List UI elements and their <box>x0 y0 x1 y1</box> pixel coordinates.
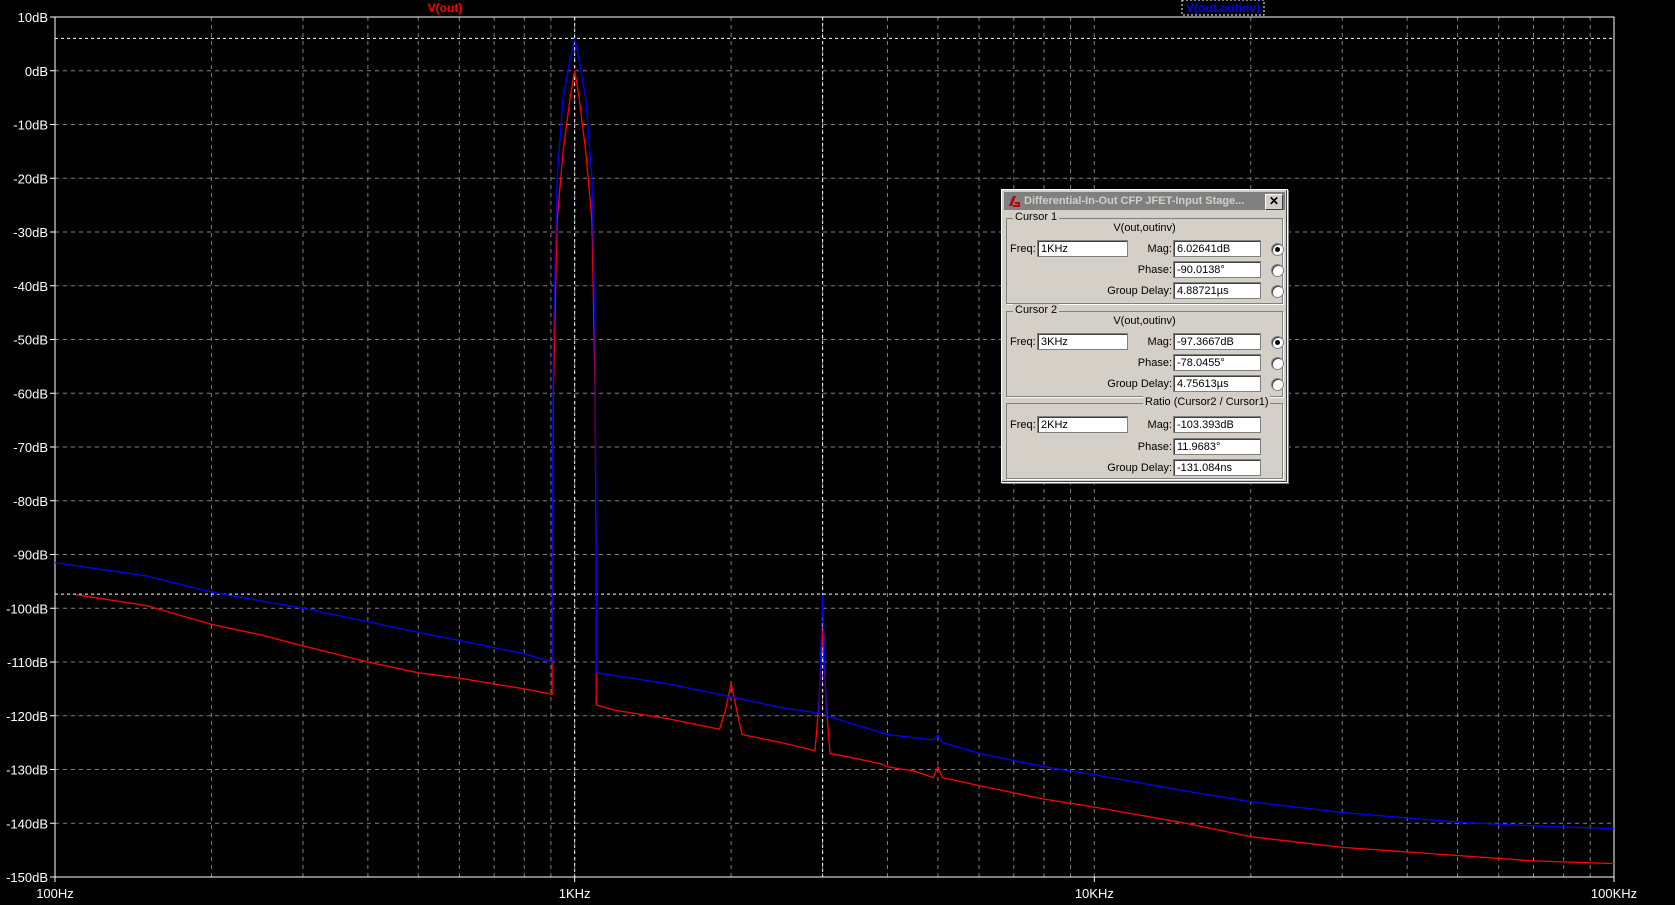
ratio-gd-field[interactable]: -131.084ns <box>1173 459 1261 476</box>
cursor2-phase-label: Phase: <box>1137 357 1172 369</box>
y-tick-label: -130dB <box>6 763 48 778</box>
x-tick-label: 100KHz <box>1591 886 1637 901</box>
ltspice-logo-icon <box>1009 196 1020 207</box>
cursor1-gd-field[interactable]: 4.88721µs <box>1173 282 1261 299</box>
cursor1-mag-field[interactable]: 6.02641dB <box>1173 240 1261 257</box>
y-tick-label: -10dB <box>13 118 48 133</box>
y-tick-label: -70dB <box>13 440 48 455</box>
cursor2-gd-field[interactable]: 4.75613µs <box>1173 375 1261 392</box>
y-tick-label: 10dB <box>18 10 48 25</box>
y-tick-label: -150dB <box>6 870 48 885</box>
ratio-group-label: Ratio (Cursor2 / Cursor1) <box>1143 396 1271 408</box>
cursor-readout-dialog[interactable]: Differential-In-Out CFP JFET-Input Stage… <box>1001 189 1288 483</box>
cursor1-freq-label: Freq: <box>1010 243 1036 255</box>
cursor2-freq-field[interactable]: 3KHz <box>1037 333 1128 350</box>
trace-label-selection-box <box>1181 0 1265 16</box>
trace-vout[interactable] <box>76 70 1615 865</box>
y-tick-label: -40dB <box>13 279 48 294</box>
ratio-freq-label: Freq: <box>1010 419 1036 431</box>
ratio-freq-field[interactable]: 2KHz <box>1037 416 1128 433</box>
trace-label-vout[interactable]: V(out) <box>428 1 463 15</box>
close-button[interactable]: ✕ <box>1265 194 1283 210</box>
y-tick-label: -50dB <box>13 333 48 348</box>
cursor1-group-label: Cursor 1 <box>1013 211 1060 223</box>
cursor1-gd-label: Group Delay: <box>1107 285 1172 297</box>
cursor2-mag-radio[interactable] <box>1271 336 1284 349</box>
y-tick-label: -30dB <box>13 225 48 240</box>
dialog-titlebar[interactable]: Differential-In-Out CFP JFET-Input Stage… <box>1004 192 1285 210</box>
cursor2-trace-name: V(out,outinv) <box>1113 315 1176 327</box>
cursor2-gd-label: Group Delay: <box>1107 378 1172 390</box>
y-tick-label: -90dB <box>13 548 48 563</box>
cursor1-phase-field[interactable]: -90.0138° <box>1173 261 1261 278</box>
cursor2-mag-field[interactable]: -97.3667dB <box>1173 333 1261 350</box>
cursor1-mag-radio[interactable] <box>1271 243 1284 256</box>
cursor1-group: Cursor 1 V(out,outinv) Freq: 1KHz Mag: 6… <box>1006 211 1284 304</box>
ratio-group: Ratio (Cursor2 / Cursor1) Freq: 2KHz Mag… <box>1006 396 1283 479</box>
x-tick-label: 1KHz <box>559 886 591 901</box>
y-tick-label: -20dB <box>13 171 48 186</box>
ratio-mag-label: Mag: <box>1147 419 1172 431</box>
x-tick-label: 10KHz <box>1075 886 1114 901</box>
cursor2-group: Cursor 2 V(out,outinv) Freq: 3KHz Mag: -… <box>1006 304 1284 397</box>
cursor1-phase-radio[interactable] <box>1271 264 1284 277</box>
ratio-gd-label: Group Delay: <box>1107 462 1172 474</box>
cursor2-mag-label: Mag: <box>1147 336 1172 348</box>
cursor1-mag-label: Mag: <box>1147 243 1172 255</box>
cursor2-gd-radio[interactable] <box>1271 378 1284 391</box>
y-tick-label: -140dB <box>6 816 48 831</box>
ratio-phase-label: Phase: <box>1137 441 1172 453</box>
cursor1-phase-label: Phase: <box>1137 264 1172 276</box>
ratio-mag-field[interactable]: -103.393dB <box>1173 416 1261 433</box>
y-tick-label: -120dB <box>6 709 48 724</box>
cursor2-freq-label: Freq: <box>1010 336 1036 348</box>
trace-vout-outinv[interactable] <box>54 38 1615 830</box>
x-tick-label: 100Hz <box>36 886 74 901</box>
cursor1-trace-name: V(out,outinv) <box>1113 222 1176 234</box>
cursor2-phase-radio[interactable] <box>1271 357 1284 370</box>
dialog-title: Differential-In-Out CFP JFET-Input Stage… <box>1024 195 1245 207</box>
cursor2-phase-field[interactable]: -78.0455° <box>1173 354 1261 371</box>
ratio-phase-field[interactable]: 11.9683° <box>1173 438 1261 455</box>
y-tick-label: -80dB <box>13 494 48 509</box>
y-tick-label: 0dB <box>25 64 48 79</box>
cursor2-group-label: Cursor 2 <box>1013 304 1060 316</box>
cursor1-freq-field[interactable]: 1KHz <box>1037 240 1128 257</box>
y-tick-label: -110dB <box>7 655 48 670</box>
trace-label-vout-outinv[interactable]: V(out,outinv) <box>1186 1 1260 15</box>
y-tick-label: -100dB <box>6 601 48 616</box>
cursor1-gd-radio[interactable] <box>1271 285 1284 298</box>
y-tick-label: -60dB <box>13 386 48 401</box>
